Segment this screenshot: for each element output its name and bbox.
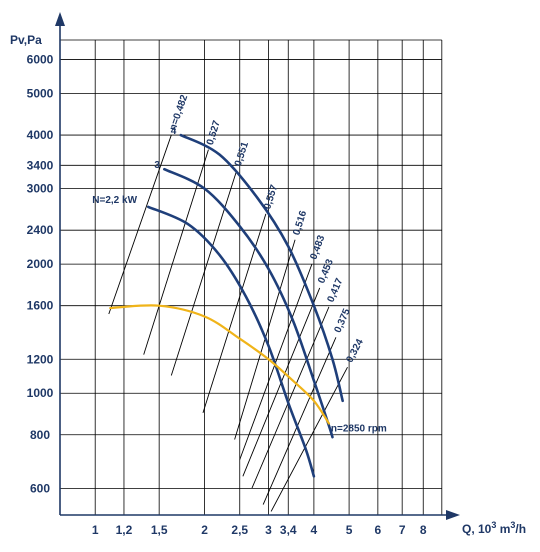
efficiency-line bbox=[239, 263, 313, 460]
y-tick-label: 2400 bbox=[27, 223, 54, 237]
y-tick-label: 1000 bbox=[27, 386, 54, 400]
x-tick-label: 7 bbox=[399, 523, 406, 537]
y-tick-label: 5000 bbox=[27, 87, 54, 101]
pressure-curve bbox=[179, 133, 344, 403]
x-tick-label: 5 bbox=[346, 523, 353, 537]
y-tick-label: 1600 bbox=[27, 299, 54, 313]
series-label: n=2850 rpm bbox=[331, 423, 387, 434]
efficiency-label: 0,551 bbox=[233, 140, 251, 168]
fan-curves bbox=[109, 133, 344, 478]
y-tick-label: 3000 bbox=[27, 182, 54, 196]
efficiency-lines bbox=[108, 134, 348, 512]
x-axis-title: Q, 103 m3/h bbox=[462, 520, 526, 536]
x-tick-label: 1,5 bbox=[151, 523, 168, 537]
efficiency-label: 0,557 bbox=[262, 183, 280, 211]
efficiency-label: 0,516 bbox=[291, 209, 309, 237]
efficiency-label: 0,375 bbox=[333, 307, 353, 335]
x-tick-label: 6 bbox=[375, 523, 382, 537]
y-tick-label: 6000 bbox=[27, 53, 54, 67]
x-tick-label: 2 bbox=[201, 523, 208, 537]
x-tick-label: 3,4 bbox=[280, 523, 297, 537]
efficiency-line bbox=[251, 306, 330, 489]
y-tick-label: 4000 bbox=[27, 128, 54, 142]
y-tick-label: 3400 bbox=[27, 158, 54, 172]
x-tick-label: 4 bbox=[311, 523, 318, 537]
efficiency-label: 0,417 bbox=[326, 276, 346, 304]
y-tick-label: 600 bbox=[30, 481, 50, 495]
efficiency-line bbox=[170, 170, 237, 376]
power-curve bbox=[109, 304, 331, 425]
efficiency-line bbox=[108, 134, 172, 315]
y-axis-title: Pv,Pa bbox=[10, 33, 42, 47]
series-label: 3 bbox=[154, 160, 160, 171]
y-tick-label: 2000 bbox=[27, 257, 54, 271]
y-axis-arrow-icon bbox=[55, 12, 65, 26]
grid bbox=[60, 39, 443, 515]
y-tick-labels: 600 800 1000 1200 1600 2000 2400 3000 3400 4000 50… bbox=[27, 53, 54, 496]
x-tick-label: 1 bbox=[92, 523, 99, 537]
efficiency-label: 0,483 bbox=[308, 233, 327, 261]
x-tick-label: 8 bbox=[420, 523, 427, 537]
axes bbox=[55, 12, 460, 520]
x-tick-label: 3 bbox=[265, 523, 272, 537]
x-tick-labels: 1 1,2 1,5 2 2,5 3 3,4 4 5 6 7 8 bbox=[92, 523, 427, 537]
x-tick-label: 1,2 bbox=[116, 523, 133, 537]
efficiency-label: 0,527 bbox=[205, 119, 223, 147]
x-axis-arrow-icon bbox=[446, 510, 460, 520]
efficiency-label: 0,324 bbox=[344, 337, 366, 365]
efficiency-line bbox=[262, 337, 337, 505]
efficiency-line bbox=[202, 213, 267, 413]
efficiency-line bbox=[270, 366, 348, 512]
x-tick-label: 2,5 bbox=[231, 523, 248, 537]
series-label: 4 bbox=[171, 126, 177, 137]
y-tick-label: 800 bbox=[30, 428, 50, 442]
series-label: N=2,2 kW bbox=[92, 195, 137, 206]
efficiency-line bbox=[143, 149, 209, 355]
y-tick-label: 1200 bbox=[27, 352, 54, 366]
pressure-curve bbox=[146, 205, 316, 478]
